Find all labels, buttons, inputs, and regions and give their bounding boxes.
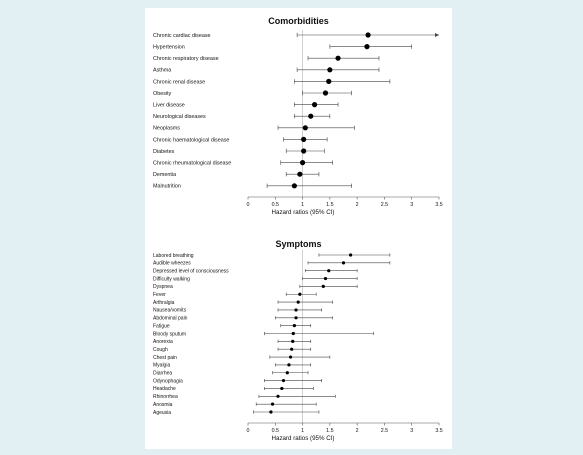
comorbidities-x-tick-label: 2 bbox=[356, 202, 359, 208]
comorbidities-ci-arrow bbox=[435, 33, 439, 37]
comorbidities-x-tick-label: 3 bbox=[410, 202, 413, 208]
symptoms-estimate-point bbox=[280, 386, 284, 391]
symptoms-row-label: Audible wheezes bbox=[153, 261, 191, 267]
symptoms-row-label: Dyspnea bbox=[153, 284, 173, 290]
symptoms-estimate-point bbox=[292, 324, 296, 328]
comorbidities-row-label: Malnutrition bbox=[153, 184, 181, 190]
symptoms-row-label: Headache bbox=[153, 386, 176, 392]
comorbidities-estimate-point bbox=[335, 55, 341, 61]
symptoms-row-label: Abdominal pain bbox=[153, 316, 188, 322]
symptoms-row-label: Myalgia bbox=[153, 363, 170, 369]
symptoms-row-label: Anorexia bbox=[153, 339, 173, 345]
comorbidities-x-tick-label: 1 bbox=[301, 202, 304, 208]
symptoms-estimate-point bbox=[281, 379, 286, 383]
comorbidities-estimate-point bbox=[302, 125, 308, 131]
symptoms-row-label: Labored breathing bbox=[153, 253, 194, 259]
symptoms-estimate-point bbox=[291, 331, 295, 336]
symptoms-estimate-point bbox=[298, 292, 302, 296]
comorbidities-estimate-point bbox=[297, 171, 303, 177]
symptoms-estimate-point bbox=[327, 269, 331, 273]
symptoms-row-label: Diarrhea bbox=[153, 371, 172, 377]
symptoms-row-label: Chest pain bbox=[153, 355, 177, 361]
comorbidities-row-label: Chronic renal disease bbox=[153, 79, 205, 85]
comorbidities-estimate-point bbox=[327, 67, 333, 73]
symptoms-title: Symptoms bbox=[275, 239, 321, 249]
symptoms-x-tick-label: 3 bbox=[410, 428, 413, 434]
symptoms-x-tick-label: 0.5 bbox=[272, 428, 279, 434]
comorbidities-estimate-point bbox=[301, 148, 307, 154]
comorbidities-x-axis-label: Hazard ratios (95% CI) bbox=[272, 209, 335, 216]
comorbidities-x-tick-label: 2.5 bbox=[381, 202, 388, 208]
symptoms-row-label: Fever bbox=[153, 292, 166, 298]
symptoms-row-label: Arthralgia bbox=[153, 300, 175, 306]
symptoms-x-tick-label: 2.5 bbox=[381, 428, 388, 434]
comorbidities-estimate-point bbox=[365, 32, 371, 38]
comorbidities-estimate-point bbox=[364, 44, 370, 50]
comorbidities-estimate-point bbox=[322, 90, 329, 96]
comorbidities-row-label: Chronic haematological disease bbox=[153, 137, 229, 143]
figure-panel: Comorbidities Chronic cardiac disease Hype… bbox=[145, 8, 452, 449]
symptoms-x-tick-label: 1.5 bbox=[326, 428, 333, 434]
comorbidities-estimate-point bbox=[326, 78, 332, 84]
symptoms-estimate-point bbox=[291, 339, 295, 343]
symptoms-estimate-point bbox=[348, 253, 353, 257]
symptoms-row-label: Ageusia bbox=[153, 410, 171, 416]
symptoms-estimate-point bbox=[294, 316, 298, 320]
symptoms-x-tick-label: 1 bbox=[301, 428, 304, 434]
comorbidities-x-tick-label: 3.5 bbox=[435, 202, 442, 208]
comorbidities-title: Comorbidities bbox=[268, 16, 329, 26]
symptoms-x-tick-label: 3.5 bbox=[435, 428, 442, 434]
comorbidities-x-tick-label: 1.5 bbox=[326, 202, 333, 208]
symptoms-row-label: Nausea/vomits bbox=[153, 308, 187, 314]
comorbidities-estimate-point bbox=[299, 160, 306, 166]
comorbidities-estimate-point bbox=[311, 102, 318, 108]
symptoms-estimate-point bbox=[287, 363, 291, 367]
symptoms-estimate-point bbox=[276, 394, 280, 398]
comorbidities-estimate-point bbox=[291, 183, 297, 189]
comorbidities-row-label: Asthma bbox=[153, 68, 171, 74]
comorbidities-x-tick-label: 0 bbox=[247, 202, 250, 208]
comorbidities-row-label: Obesity bbox=[153, 91, 172, 97]
symptoms-row-label: Depressed level of consciousness bbox=[153, 268, 229, 274]
symptoms-row-label: Anosmia bbox=[153, 402, 173, 408]
symptoms-row-label: Rhinorrhea bbox=[153, 394, 178, 400]
symptoms-estimate-point bbox=[323, 276, 328, 281]
symptoms-row-label: Bloody sputum bbox=[153, 331, 186, 337]
comorbidities-row-label: Chronic respiratory disease bbox=[153, 56, 219, 62]
symptoms-estimate-point bbox=[321, 284, 325, 288]
symptoms-row-label: Odynophagia bbox=[153, 378, 183, 384]
symptoms-row-label: Difficulty walking bbox=[153, 276, 190, 282]
symptoms-estimate-point bbox=[269, 410, 273, 414]
comorbidities-row-label: Dementia bbox=[153, 172, 176, 178]
comorbidities-x-tick-label: 0.5 bbox=[272, 202, 279, 208]
symptoms-estimate-point bbox=[294, 308, 298, 312]
comorbidities-row-label: Chronic cardiac disease bbox=[153, 33, 211, 39]
symptoms-x-axis-label: Hazard ratios (95% CI) bbox=[272, 435, 335, 442]
symptoms-estimate-point bbox=[288, 355, 293, 359]
comorbidities-estimate-point bbox=[301, 136, 307, 142]
comorbidities-row-label: Diabetes bbox=[153, 149, 175, 155]
symptoms-estimate-point bbox=[341, 261, 346, 265]
symptoms-x-tick-label: 0 bbox=[247, 428, 250, 434]
comorbidities-estimate-point bbox=[308, 113, 314, 119]
symptoms-row-label: Cough bbox=[153, 347, 168, 353]
symptoms-estimate-point bbox=[290, 347, 294, 351]
symptoms-estimate-point bbox=[270, 402, 275, 406]
symptoms-x-tick-label: 2 bbox=[356, 428, 359, 434]
comorbidities-row-label: Neurological diseases bbox=[153, 114, 206, 120]
symptoms-estimate-point bbox=[296, 300, 300, 304]
comorbidities-row-label: Neoplasms bbox=[153, 126, 180, 132]
comorbidities-row-label: Liver disease bbox=[153, 102, 185, 108]
forest-plot-figure: Comorbidities Chronic cardiac disease Hype… bbox=[153, 16, 443, 442]
comorbidities-row-label: Chronic rheumatological disease bbox=[153, 160, 231, 166]
comorbidities-row-label: Hypertension bbox=[153, 44, 185, 50]
symptoms-row-label: Fatigue bbox=[153, 323, 170, 329]
symptoms-estimate-point bbox=[285, 371, 289, 375]
